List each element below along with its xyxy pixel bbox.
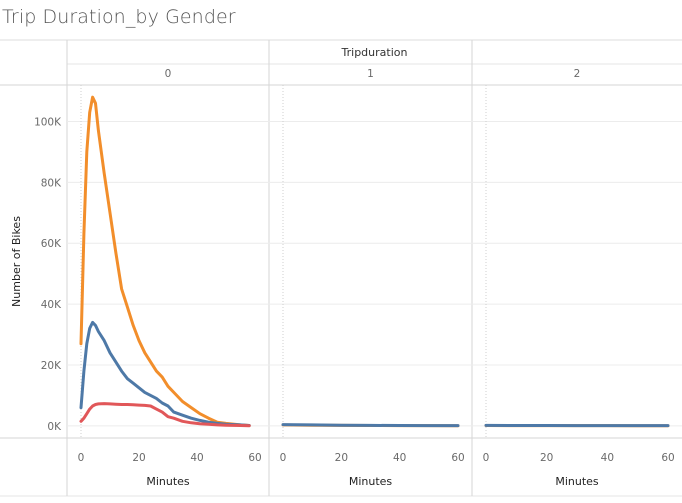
x-tick-label: 20 bbox=[335, 452, 348, 464]
x-tick-label: 40 bbox=[393, 452, 406, 464]
y-tick-label: 40K bbox=[41, 299, 62, 311]
panel-label-2: 2 bbox=[574, 68, 581, 80]
panel-label-0: 0 bbox=[165, 68, 172, 80]
panel-label-1: 1 bbox=[367, 68, 374, 80]
x-tick-label: 40 bbox=[190, 452, 203, 464]
x-tick-label: 40 bbox=[601, 452, 614, 464]
x-tick-label: 0 bbox=[483, 452, 490, 464]
series-line-0-2 bbox=[79, 402, 251, 428]
x-tick-label: 0 bbox=[280, 452, 287, 464]
y-tick-label: 80K bbox=[41, 177, 62, 189]
y-tick-label: 100K bbox=[34, 117, 62, 129]
x-tick-label: 60 bbox=[451, 452, 464, 464]
x-axis-title: Minutes bbox=[146, 475, 190, 488]
series-line-0-0 bbox=[79, 95, 251, 427]
x-tick-label: 20 bbox=[540, 452, 553, 464]
x-tick-label: 20 bbox=[132, 452, 145, 464]
x-tick-label: 60 bbox=[661, 452, 674, 464]
x-axis-title: Minutes bbox=[555, 475, 599, 488]
y-tick-label: 20K bbox=[41, 360, 62, 372]
x-tick-label: 0 bbox=[78, 452, 85, 464]
series-line-0-1 bbox=[79, 320, 251, 427]
series-line-1-1 bbox=[281, 423, 460, 428]
page-title: Trip Duration_by Gender bbox=[2, 6, 236, 28]
column-header: Tripduration bbox=[341, 46, 408, 59]
y-tick-label: 60K bbox=[41, 238, 62, 250]
y-axis-title: Number of Bikes bbox=[10, 216, 23, 307]
y-tick-label: 0K bbox=[47, 421, 62, 433]
x-axis-title: Minutes bbox=[349, 475, 393, 488]
x-tick-label: 60 bbox=[248, 452, 261, 464]
